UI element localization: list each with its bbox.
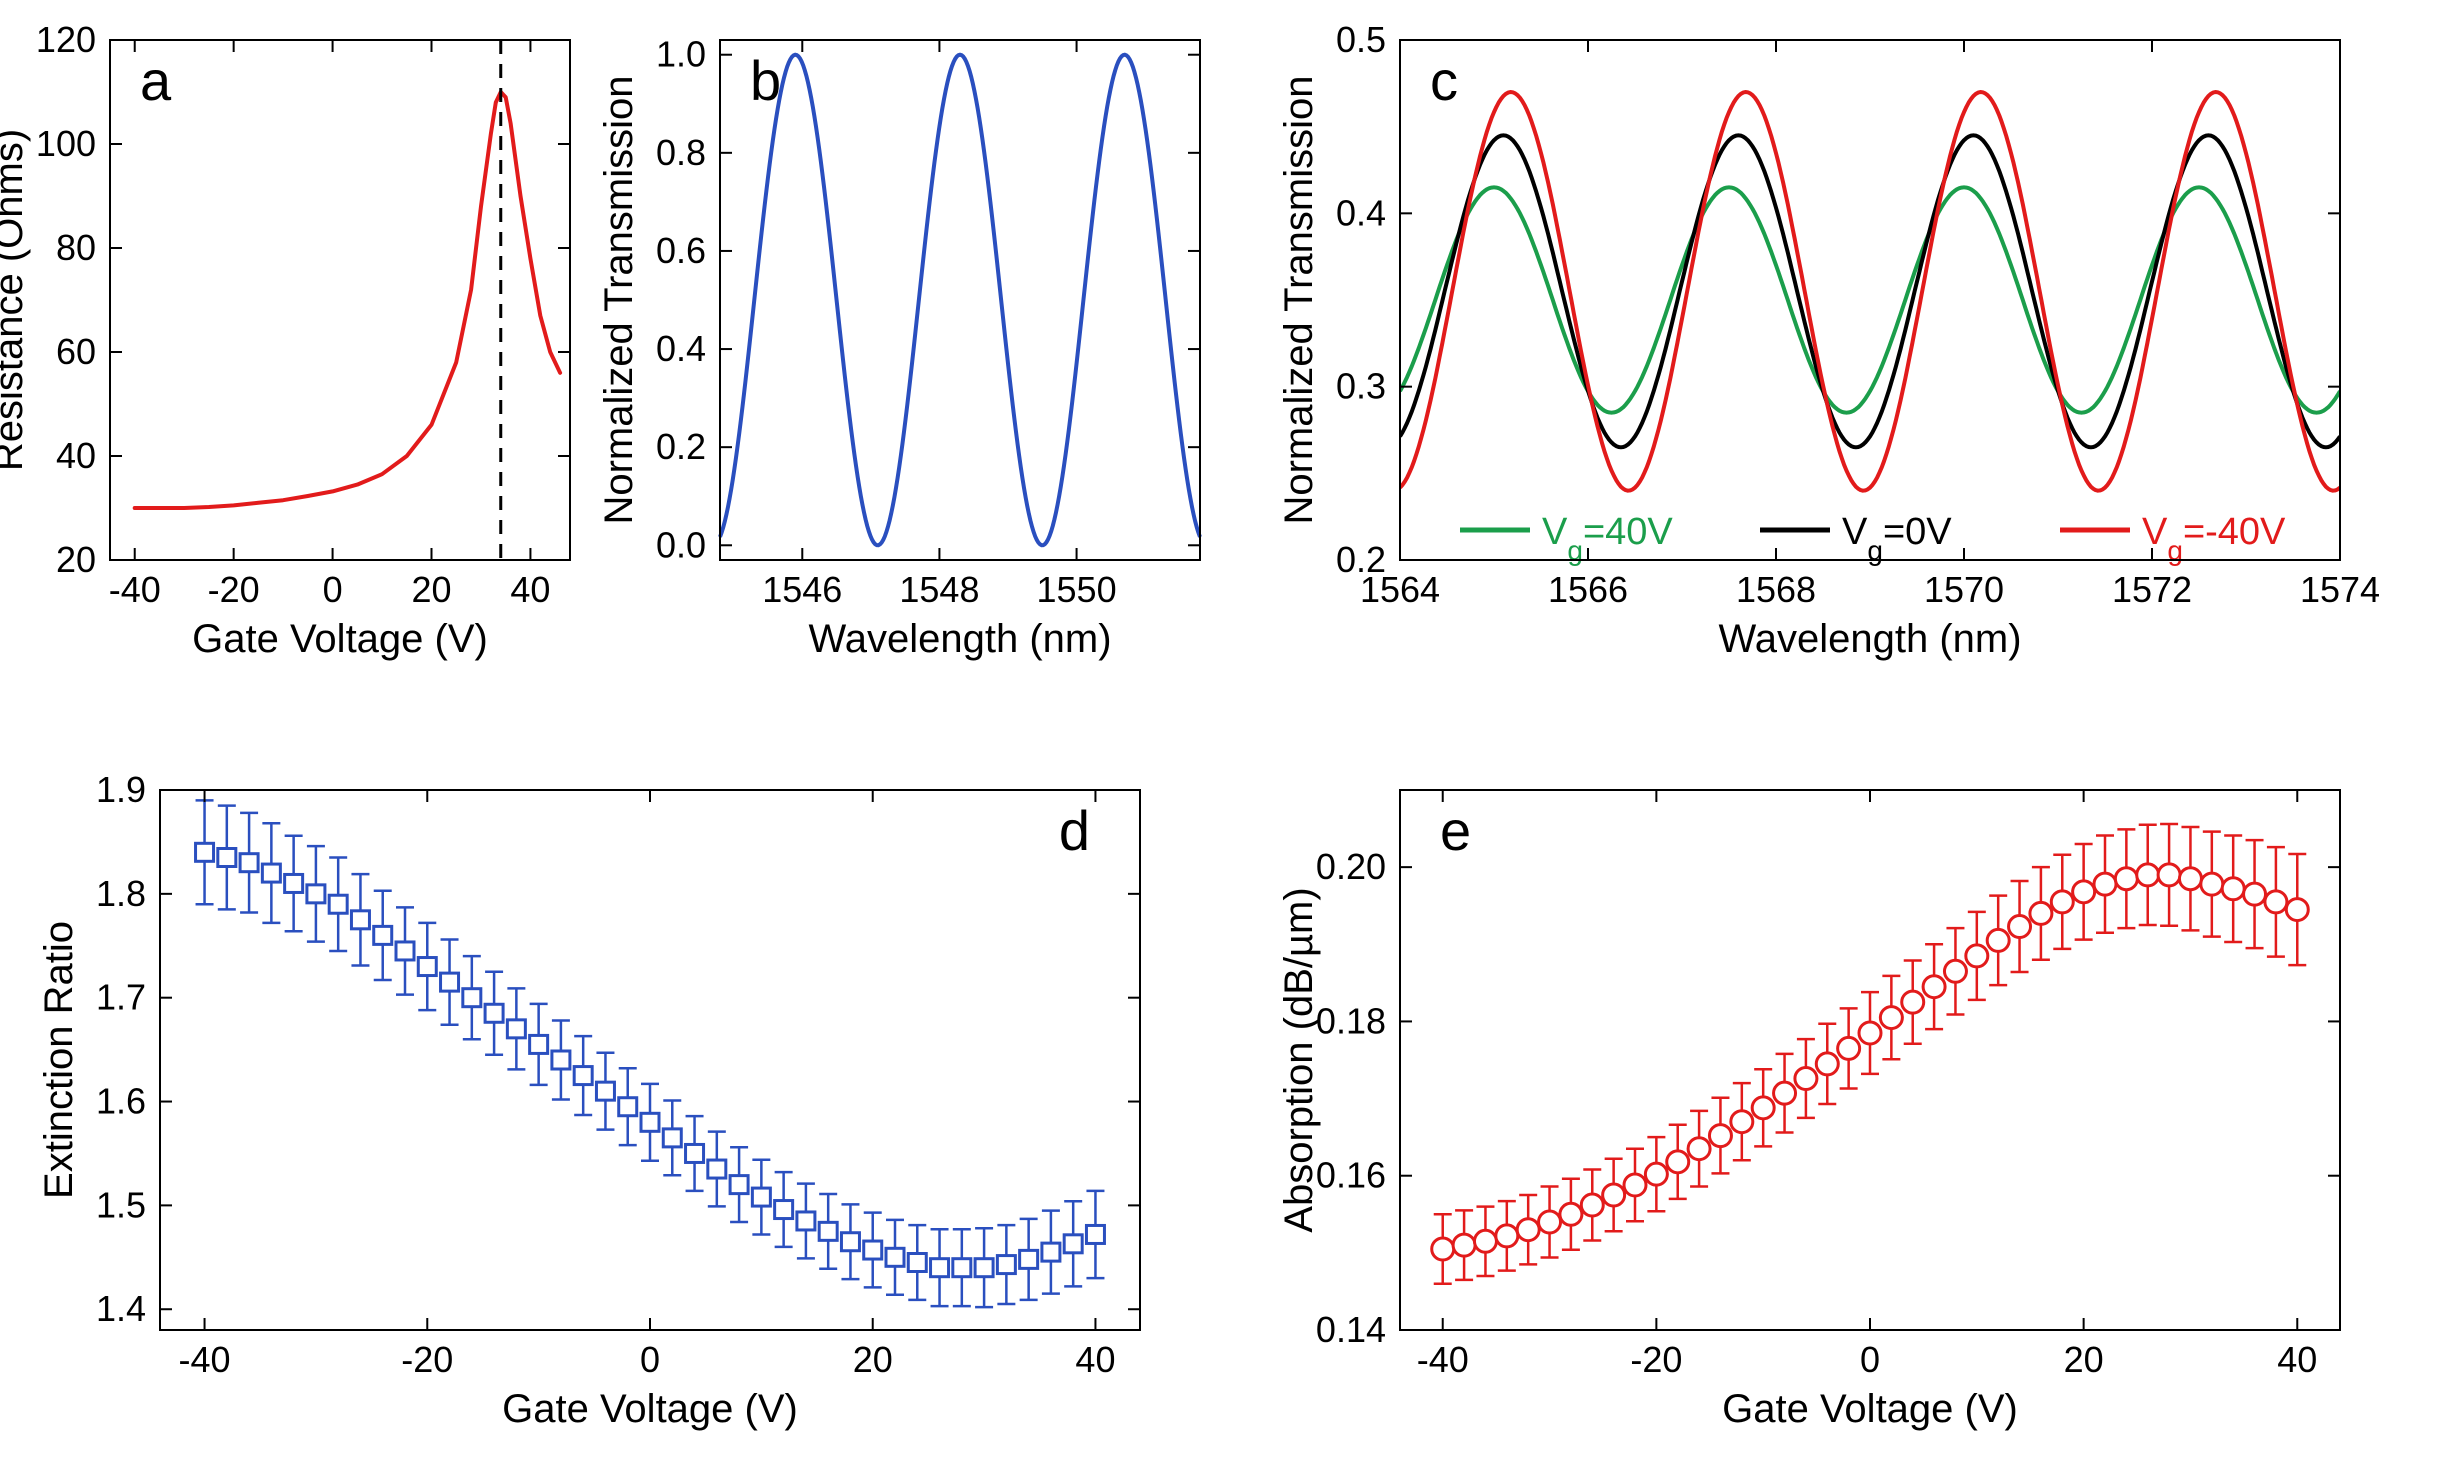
svg-text:Normalized Transmission: Normalized Transmission — [597, 75, 641, 524]
svg-text:1550: 1550 — [1037, 569, 1117, 610]
svg-text:0.5: 0.5 — [1336, 20, 1386, 60]
svg-text:Extinction Ratio: Extinction Ratio — [37, 921, 81, 1199]
svg-text:1.6: 1.6 — [96, 1081, 146, 1122]
svg-text:1.7: 1.7 — [96, 977, 146, 1018]
svg-text:-20: -20 — [1630, 1339, 1682, 1380]
svg-text:80: 80 — [56, 227, 96, 268]
svg-text:0: 0 — [640, 1339, 660, 1380]
svg-text:1.0: 1.0 — [656, 34, 706, 75]
svg-text:Normalized Transmission: Normalized Transmission — [1277, 75, 1321, 524]
svg-text:0.8: 0.8 — [656, 132, 706, 173]
svg-text:0.4: 0.4 — [656, 328, 706, 369]
svg-text:20: 20 — [853, 1339, 893, 1380]
svg-text:Wavelength (nm): Wavelength (nm) — [1718, 617, 2021, 661]
svg-text:-40: -40 — [1417, 1339, 1469, 1380]
svg-text:40: 40 — [56, 435, 96, 476]
svg-text:-20: -20 — [208, 569, 260, 610]
svg-text:0.20: 0.20 — [1316, 846, 1386, 887]
svg-text:40: 40 — [2277, 1339, 2317, 1380]
svg-text:0.18: 0.18 — [1316, 1000, 1386, 1041]
svg-text:d: d — [1059, 799, 1090, 862]
svg-text:0.16: 0.16 — [1316, 1155, 1386, 1196]
svg-text:0.2: 0.2 — [656, 426, 706, 467]
svg-text:20: 20 — [2064, 1339, 2104, 1380]
svg-text:1.4: 1.4 — [96, 1288, 146, 1329]
svg-text:0: 0 — [323, 569, 343, 610]
svg-text:0.14: 0.14 — [1316, 1309, 1386, 1350]
svg-text:1548: 1548 — [899, 569, 979, 610]
svg-text:1570: 1570 — [1924, 569, 2004, 610]
svg-text:a: a — [140, 49, 172, 112]
svg-text:20: 20 — [56, 539, 96, 580]
svg-text:0: 0 — [1860, 1339, 1880, 1380]
svg-text:1574: 1574 — [2300, 569, 2380, 610]
svg-text:1568: 1568 — [1736, 569, 1816, 610]
svg-text:Vg=40V: Vg=40V — [1542, 511, 1673, 566]
svg-text:100: 100 — [36, 123, 96, 164]
svg-text:c: c — [1430, 49, 1458, 112]
svg-text:1572: 1572 — [2112, 569, 2192, 610]
svg-text:Vg=0V: Vg=0V — [1842, 511, 1952, 566]
svg-text:1.9: 1.9 — [96, 770, 146, 810]
svg-text:Gate Voltage (V): Gate Voltage (V) — [502, 1387, 798, 1431]
svg-text:-40: -40 — [109, 569, 161, 610]
svg-text:1.8: 1.8 — [96, 873, 146, 914]
svg-text:Wavelength (nm): Wavelength (nm) — [808, 617, 1111, 661]
svg-text:20: 20 — [411, 569, 451, 610]
svg-text:Resistance (Ohms): Resistance (Ohms) — [0, 129, 31, 471]
svg-text:0.2: 0.2 — [1336, 539, 1386, 580]
svg-text:40: 40 — [1075, 1339, 1115, 1380]
svg-text:0.6: 0.6 — [656, 230, 706, 271]
svg-text:Gate Voltage (V): Gate Voltage (V) — [1722, 1387, 2018, 1431]
svg-text:1566: 1566 — [1548, 569, 1628, 610]
svg-text:e: e — [1440, 799, 1471, 862]
svg-text:0.0: 0.0 — [656, 524, 706, 565]
svg-text:1.5: 1.5 — [96, 1184, 146, 1225]
svg-text:Vg=-40V: Vg=-40V — [2142, 511, 2286, 566]
svg-text:-40: -40 — [179, 1339, 231, 1380]
svg-text:Gate Voltage (V): Gate Voltage (V) — [192, 617, 488, 661]
svg-text:0.3: 0.3 — [1336, 366, 1386, 407]
svg-text:120: 120 — [36, 20, 96, 60]
svg-text:b: b — [750, 49, 781, 112]
svg-text:60: 60 — [56, 331, 96, 372]
svg-text:1546: 1546 — [762, 569, 842, 610]
svg-text:40: 40 — [510, 569, 550, 610]
svg-text:Absorption (dB/µm): Absorption (dB/µm) — [1277, 887, 1321, 1232]
svg-text:0.4: 0.4 — [1336, 192, 1386, 233]
svg-text:-20: -20 — [401, 1339, 453, 1380]
